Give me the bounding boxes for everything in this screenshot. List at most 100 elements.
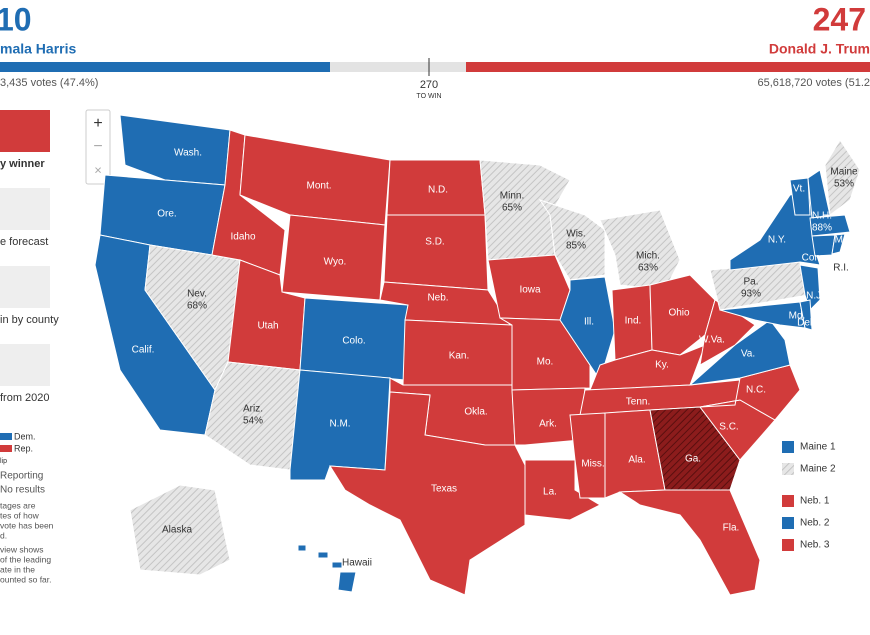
state-label: Okla. [464, 407, 487, 418]
state-label: Utah [257, 321, 278, 332]
rep-bar [466, 62, 870, 72]
state [559, 276, 616, 382]
view-thumb[interactable] [0, 344, 50, 386]
state-label: R.I. [833, 263, 849, 274]
reset[interactable]: × [94, 162, 102, 177]
legend-label: Neb. 2 [800, 518, 830, 529]
note: ate in the [0, 564, 35, 574]
state [811, 234, 836, 257]
state [297, 544, 307, 552]
state-label: Alaska [162, 525, 192, 536]
state [809, 214, 851, 237]
legend-swatch [782, 441, 794, 453]
state-label: N.J. [806, 291, 824, 302]
state-pct: 53% [834, 179, 854, 190]
state-label: Ohio [668, 308, 690, 319]
state-label: S.C. [719, 422, 738, 433]
state-label: Maine [830, 167, 858, 178]
state-label: Ill. [584, 317, 594, 328]
state-label: Colo. [342, 336, 365, 347]
state [699, 364, 801, 421]
legend-label: Neb. 3 [800, 540, 830, 551]
view-thumb[interactable] [0, 266, 50, 308]
state-label: Idaho [230, 232, 255, 243]
state-label: N.H. [812, 211, 832, 222]
state-label: Mo. [537, 357, 554, 368]
key-swatch [0, 445, 12, 452]
state-label: Wyo. [324, 257, 347, 268]
rep-ev: 247 [813, 1, 866, 37]
state-label: Wis. [566, 229, 585, 240]
state [331, 561, 343, 569]
state-label: Md. [789, 311, 806, 322]
state-label: Tenn. [626, 397, 650, 408]
view-thumb[interactable] [0, 110, 50, 152]
legend-label: Maine 2 [800, 464, 836, 475]
zoom-panel [85, 109, 111, 185]
legend-label: Maine 1 [800, 442, 836, 453]
state-label: N.D. [428, 185, 448, 196]
state [129, 484, 231, 576]
state-label: Wash. [174, 148, 202, 159]
state-label: La. [543, 487, 557, 498]
view-label: from 2020 [0, 392, 50, 404]
state [831, 233, 846, 255]
key-swatch [0, 433, 12, 440]
state [383, 214, 489, 291]
remaining-bar [330, 62, 466, 72]
key-label: lip [0, 458, 7, 465]
state-label: Ala. [628, 455, 645, 466]
legend-swatch [782, 495, 794, 507]
state-label: Minn. [500, 191, 524, 202]
state [824, 139, 861, 216]
state-label: Calif. [132, 345, 155, 356]
note: of the leading [0, 554, 51, 564]
reporting-label: No results [0, 485, 45, 496]
state [719, 301, 806, 329]
note: tes of how [0, 510, 40, 520]
state [511, 387, 586, 446]
note: tages are [0, 500, 36, 510]
state-label: N.M. [329, 419, 350, 430]
state-pct: 63% [638, 263, 658, 274]
state-label: Neb. [427, 293, 448, 304]
note: vote has been [0, 520, 54, 530]
state-label: Ind. [625, 316, 642, 327]
reporting-label: Reporting [0, 471, 43, 482]
state [649, 406, 741, 491]
legend-swatch [782, 517, 794, 529]
state-label: Nev. [187, 289, 207, 300]
zoom-out[interactable]: − [93, 138, 102, 155]
state-label: Kan. [449, 351, 470, 362]
threshold-label: TO WIN [416, 93, 441, 100]
dem-votes: 3,435 votes (47.4%) [0, 77, 98, 89]
state-label: Hawaii [342, 558, 372, 569]
state-label: Texas [431, 484, 457, 495]
dem-name: mala Harris [0, 41, 76, 57]
state-label: Vt. [793, 184, 805, 195]
state-label: N.C. [746, 385, 766, 396]
note: view shows [0, 544, 43, 554]
zoom-in[interactable]: + [93, 115, 102, 132]
state-pct: 54% [243, 416, 263, 427]
state-label: Iowa [519, 285, 541, 296]
state-label: Pa. [743, 277, 758, 288]
state [789, 177, 811, 216]
view-thumb[interactable] [0, 188, 50, 230]
threshold-value: 270 [420, 79, 438, 91]
state-label: N.Y. [768, 235, 786, 246]
state-label: Mont. [306, 181, 331, 192]
state-label: Ky. [655, 360, 669, 371]
rep-votes: 65,618,720 votes (51.2 [757, 77, 870, 89]
rep-name: Donald J. Trum [769, 41, 870, 57]
state-label: Ark. [539, 419, 557, 430]
legend-swatch [782, 463, 794, 475]
state-label: Del. [797, 318, 815, 329]
state-label: Va. [741, 349, 755, 360]
state [538, 199, 606, 281]
note: ounted so far. [0, 574, 52, 584]
dem-ev: 10 [0, 1, 32, 37]
state-pct: 93% [741, 289, 761, 300]
